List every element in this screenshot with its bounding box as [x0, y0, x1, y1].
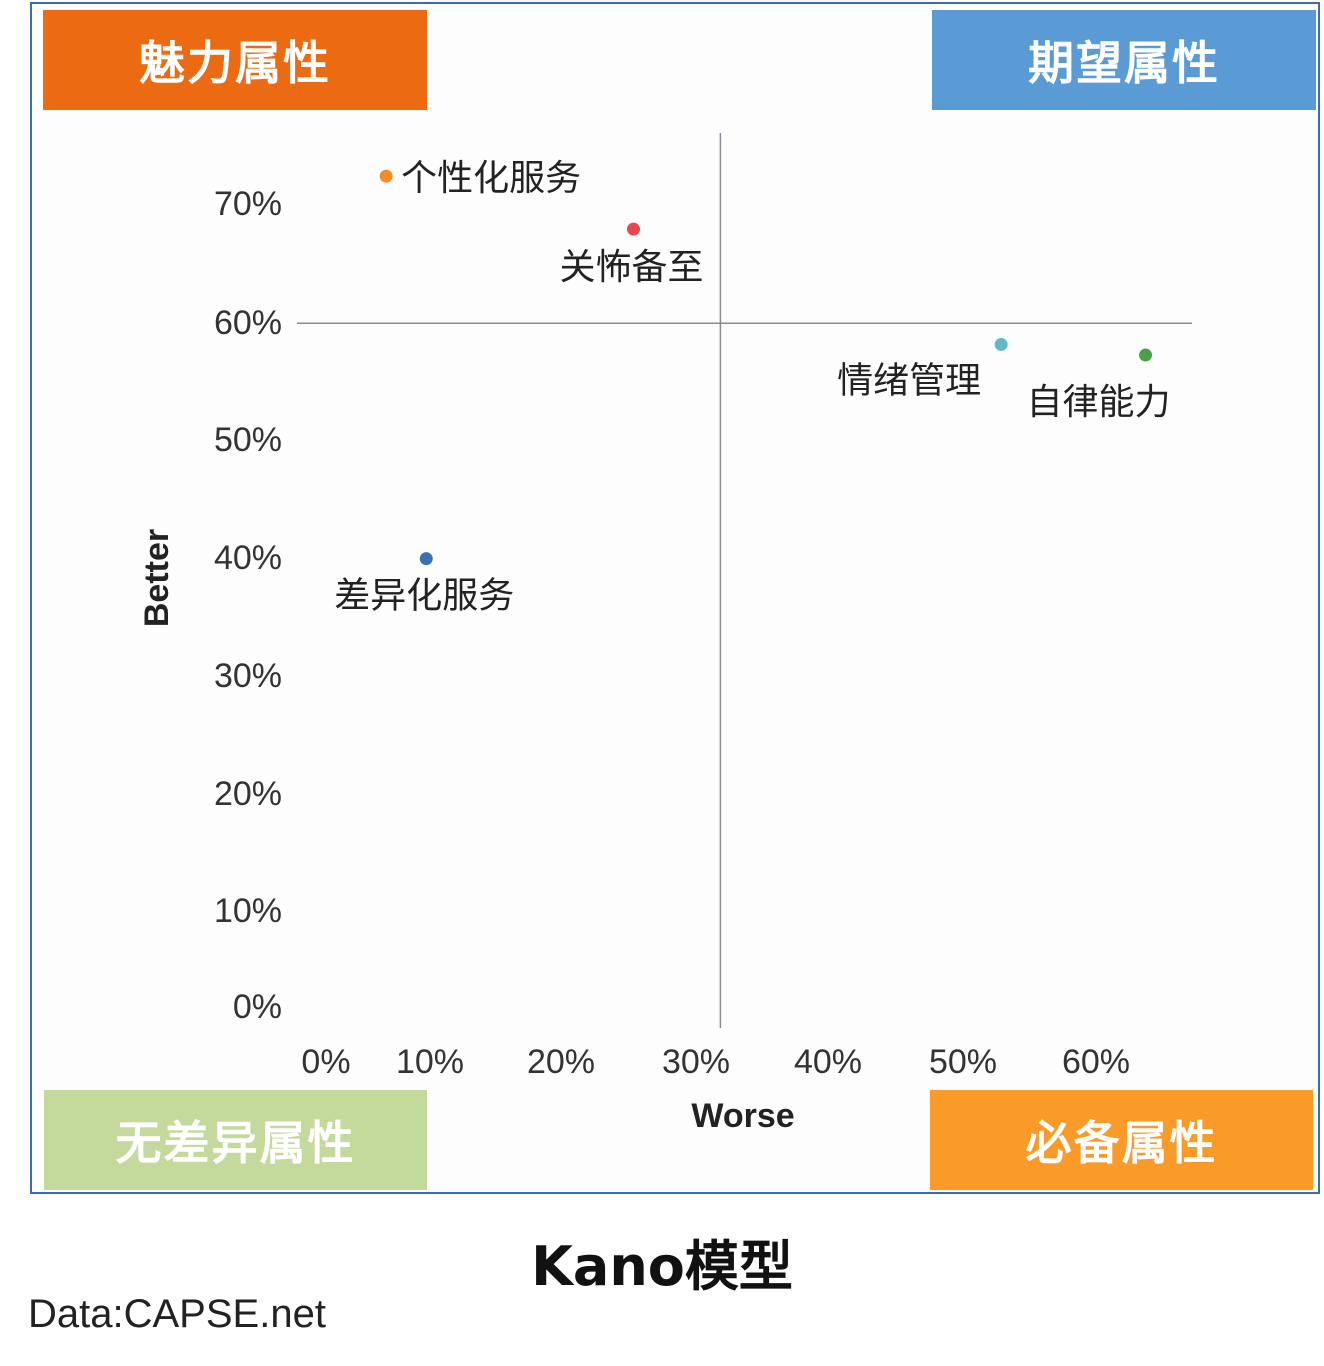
data-point-label: 个性化服务 [401, 157, 581, 198]
data-point [419, 552, 433, 566]
data-source: Data:CAPSE.net [28, 1292, 326, 1336]
y-tick-label: 40% [214, 539, 282, 577]
y-tick-label: 30% [214, 657, 282, 695]
quadrant-must-be-label: 必备属性 [930, 1090, 1313, 1190]
x-tick-label: 20% [527, 1043, 595, 1081]
quadrant-indifferent-label: 无差异属性 [44, 1090, 427, 1190]
y-tick-label: 70% [214, 185, 282, 223]
x-tick-label: 0% [301, 1043, 350, 1081]
x-tick-label: 60% [1062, 1043, 1130, 1081]
data-point-label: 情绪管理 [837, 359, 981, 400]
data-point-label: 关怖备至 [559, 246, 703, 287]
chart-frame [30, 2, 1320, 1194]
y-tick-label: 60% [214, 304, 282, 342]
data-point-label: 差异化服务 [334, 575, 514, 616]
x-tick-label: 30% [662, 1043, 730, 1081]
x-axis-title: Worse [691, 1097, 794, 1135]
data-point [379, 169, 393, 183]
x-tick-label: 40% [794, 1043, 862, 1081]
y-tick-label: 20% [214, 775, 282, 813]
data-point [626, 222, 640, 236]
data-point [1139, 348, 1153, 362]
chart-title: Kano模型 [531, 1235, 793, 1298]
data-point-label: 自律能力 [1027, 381, 1171, 422]
y-tick-label: 0% [233, 988, 282, 1026]
x-tick-label: 50% [929, 1043, 997, 1081]
quadrant-performance-label: 期望属性 [932, 10, 1316, 110]
quadrant-attractive-label: 魅力属性 [43, 10, 427, 110]
y-tick-label: 50% [214, 421, 282, 459]
x-tick-label: 10% [396, 1043, 464, 1081]
y-axis-title: Better [138, 529, 176, 627]
y-tick-label: 10% [214, 892, 282, 930]
data-point [994, 337, 1008, 351]
